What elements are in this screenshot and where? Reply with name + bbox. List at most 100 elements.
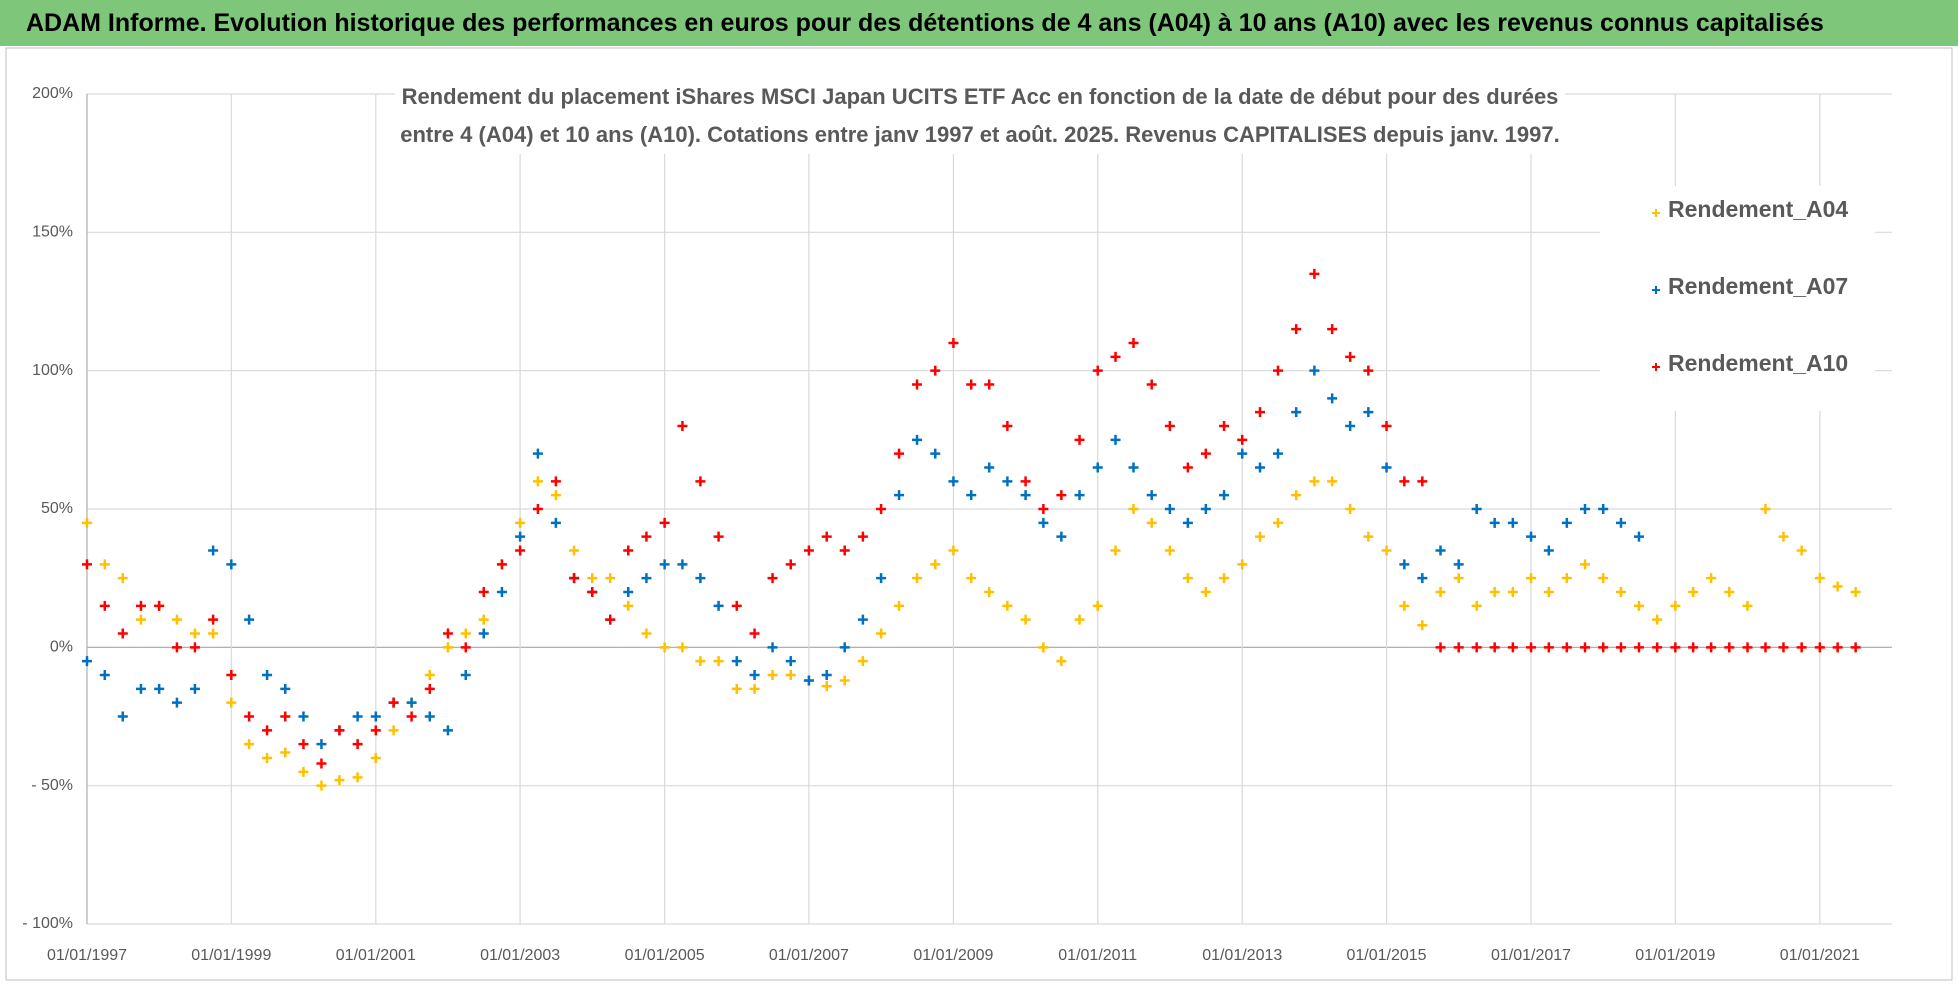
point bbox=[316, 739, 327, 750]
y-tick-label: - 100% bbox=[22, 915, 73, 932]
point bbox=[1453, 559, 1464, 570]
x-tick-label: 01/01/2007 bbox=[769, 947, 849, 964]
point bbox=[767, 573, 778, 584]
point bbox=[478, 587, 489, 597]
point bbox=[641, 573, 652, 584]
point bbox=[99, 600, 110, 611]
point bbox=[803, 545, 814, 556]
point bbox=[1255, 407, 1266, 418]
point bbox=[1273, 517, 1284, 528]
point bbox=[208, 628, 219, 639]
point bbox=[117, 573, 128, 584]
point bbox=[731, 600, 742, 611]
point bbox=[966, 573, 977, 584]
legend-label: Rendement_A04 bbox=[1668, 196, 1848, 222]
point bbox=[1507, 642, 1518, 653]
point bbox=[1146, 517, 1157, 528]
point bbox=[135, 683, 146, 694]
x-tick-label: 01/01/2011 bbox=[1058, 947, 1137, 964]
point bbox=[1164, 545, 1175, 556]
point bbox=[1489, 642, 1500, 653]
point bbox=[1598, 642, 1609, 653]
point bbox=[1038, 642, 1049, 653]
point bbox=[912, 379, 923, 390]
point bbox=[1146, 490, 1157, 501]
point bbox=[189, 683, 200, 694]
point bbox=[388, 725, 399, 736]
point bbox=[1237, 448, 1248, 459]
point bbox=[876, 504, 887, 514]
point bbox=[352, 711, 363, 722]
point bbox=[244, 739, 255, 750]
x-tick-label: 01/01/2015 bbox=[1346, 947, 1426, 964]
point bbox=[587, 573, 598, 584]
point bbox=[1561, 642, 1572, 653]
point bbox=[930, 448, 941, 459]
point bbox=[262, 753, 273, 763]
point bbox=[677, 421, 688, 431]
point bbox=[478, 628, 489, 639]
point bbox=[785, 656, 796, 667]
point bbox=[442, 725, 453, 736]
point bbox=[1688, 587, 1699, 597]
point bbox=[262, 670, 273, 680]
point bbox=[171, 697, 182, 708]
point bbox=[1110, 351, 1121, 362]
point bbox=[1543, 587, 1554, 597]
point bbox=[244, 711, 255, 722]
point bbox=[948, 545, 959, 556]
point bbox=[1706, 642, 1717, 653]
point bbox=[1561, 573, 1572, 584]
point bbox=[1255, 531, 1266, 542]
point bbox=[1309, 476, 1320, 487]
point bbox=[1345, 421, 1356, 431]
point bbox=[857, 614, 868, 625]
point bbox=[1038, 504, 1049, 514]
point bbox=[1417, 573, 1428, 584]
point bbox=[1074, 434, 1085, 445]
point bbox=[713, 600, 724, 611]
point bbox=[442, 642, 453, 653]
point bbox=[424, 670, 435, 680]
point bbox=[1363, 365, 1374, 376]
point bbox=[1489, 517, 1500, 528]
point bbox=[677, 642, 688, 653]
point bbox=[515, 545, 526, 556]
point bbox=[912, 434, 923, 445]
x-tick-label: 01/01/2019 bbox=[1635, 947, 1715, 964]
point bbox=[1128, 462, 1139, 473]
point bbox=[1092, 365, 1103, 376]
point bbox=[370, 711, 381, 722]
point bbox=[1327, 393, 1338, 404]
point bbox=[713, 531, 724, 542]
point bbox=[1128, 338, 1139, 348]
point bbox=[550, 517, 561, 528]
point bbox=[1309, 365, 1320, 376]
point bbox=[1363, 531, 1374, 542]
point bbox=[370, 725, 381, 736]
point bbox=[1850, 587, 1861, 597]
point bbox=[1309, 268, 1320, 279]
point bbox=[1020, 614, 1031, 625]
point bbox=[731, 656, 742, 667]
point bbox=[532, 476, 543, 487]
point bbox=[316, 780, 327, 791]
point bbox=[1200, 448, 1211, 459]
point bbox=[623, 587, 634, 597]
point bbox=[388, 697, 399, 708]
point bbox=[352, 772, 363, 783]
point bbox=[677, 559, 688, 570]
point bbox=[1615, 642, 1626, 653]
point bbox=[930, 559, 941, 570]
x-tick-label: 01/01/2003 bbox=[480, 947, 560, 964]
point bbox=[1164, 421, 1175, 431]
point bbox=[1038, 517, 1049, 528]
point bbox=[1327, 476, 1338, 487]
point bbox=[1471, 600, 1482, 611]
point bbox=[1471, 504, 1482, 514]
point bbox=[82, 517, 92, 528]
point bbox=[1526, 642, 1537, 653]
point bbox=[1291, 324, 1302, 335]
point bbox=[569, 545, 580, 556]
point bbox=[1724, 642, 1735, 653]
